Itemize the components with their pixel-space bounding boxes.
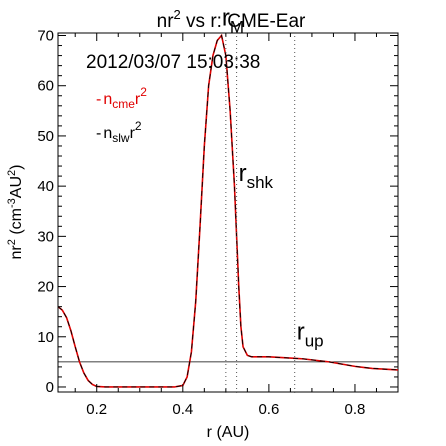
timestamp: 2012/03/07 15:03:38 — [86, 52, 260, 73]
y-tick-label: 0 — [46, 379, 54, 396]
chart-title: nr2 vs r: CME-Ear — [157, 7, 306, 32]
legend-dash: - — [96, 125, 101, 142]
x-tick-label: 0.4 — [172, 401, 193, 418]
y-tick-label: 60 — [37, 78, 54, 95]
x-axis-label: r (AU) — [207, 424, 250, 441]
x-axis: 0.2 0.4 0.6 0.8 — [74, 33, 377, 418]
x-tick-label: 0.6 — [258, 401, 279, 418]
legend: - ncmer2 - nslwr2 — [96, 85, 147, 145]
series-layer — [58, 33, 398, 388]
marker-label-shk: rshk — [239, 160, 274, 192]
legend-entry-nslw: - nslwr2 — [96, 119, 142, 145]
legend-dash: - — [96, 91, 101, 108]
series-line-nslw — [58, 34, 398, 388]
y-axis: 0 10 20 30 40 50 60 70 — [37, 28, 398, 396]
y-tick-label: 10 — [37, 329, 54, 346]
x-tick-label: 0.8 — [345, 401, 366, 418]
plot-area — [57, 32, 399, 393]
y-axis-label: nr2 (cm-3AU2) — [6, 165, 25, 260]
markers-layer: rM rshk rup — [222, 4, 324, 393]
y-tick-label: 40 — [37, 178, 54, 195]
y-tick-label: 20 — [37, 279, 54, 296]
y-tick-label: 70 — [37, 28, 54, 45]
legend-entry-ncme: - ncmer2 — [96, 85, 147, 111]
plot-frame — [57, 32, 399, 393]
svg-text:-ncmer2: - ncmer2 — [96, 85, 147, 111]
y-tick-label: 50 — [37, 128, 54, 145]
marker-label-M: rM — [222, 4, 244, 36]
x-tick-label: 0.2 — [86, 401, 107, 418]
svg-text:-nslwr2: - nslwr2 — [96, 119, 142, 145]
y-tick-label: 30 — [37, 228, 54, 245]
marker-label-up: rup — [297, 318, 324, 350]
